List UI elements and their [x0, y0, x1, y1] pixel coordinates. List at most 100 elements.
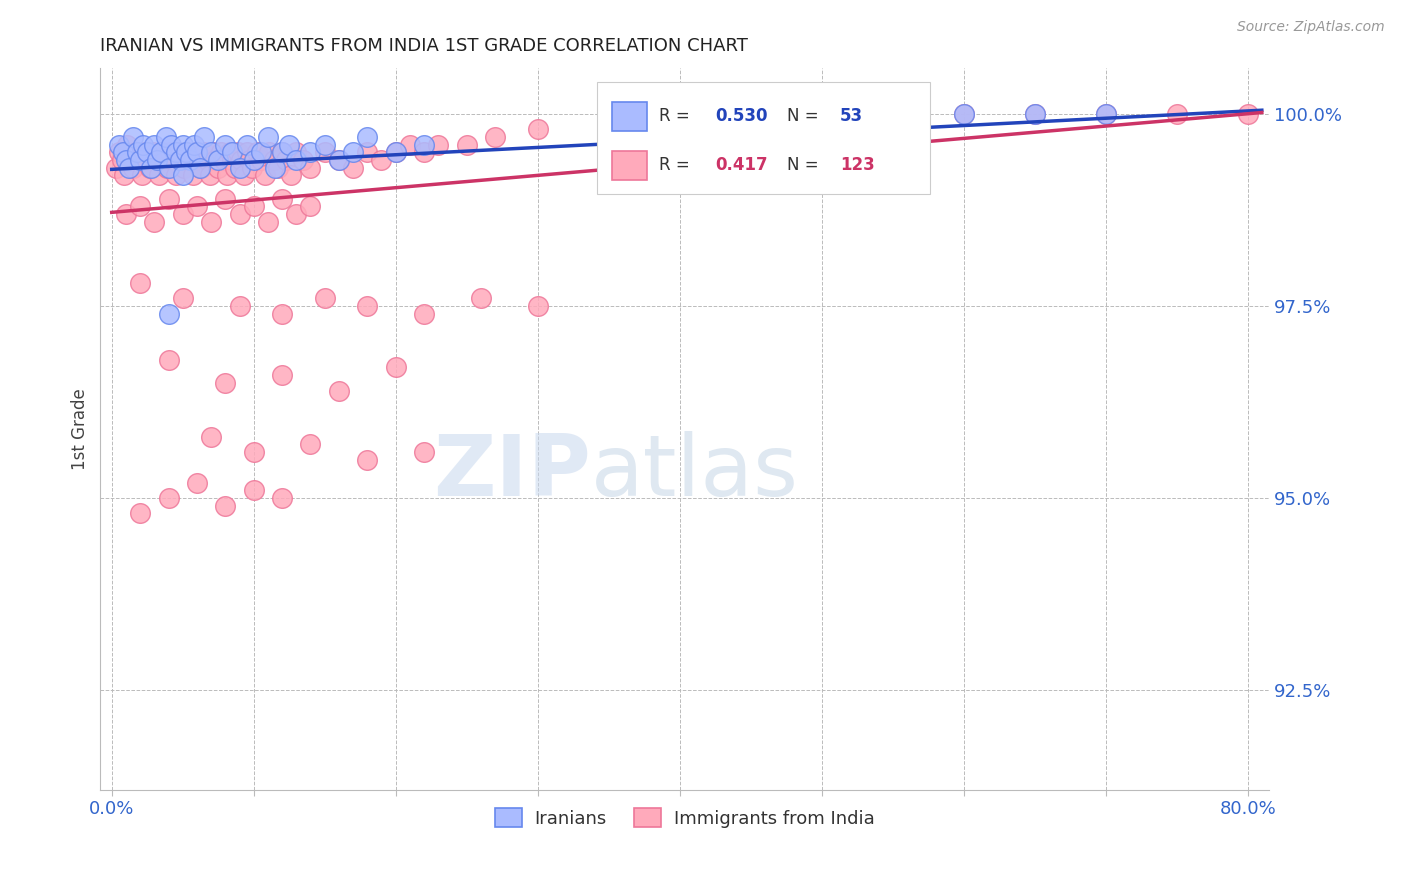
Point [257, 214, 280, 228]
Point [129, 507, 152, 521]
Point [1024, 107, 1046, 121]
Point [186, 199, 208, 213]
Point [111, 153, 134, 168]
Point [1166, 107, 1188, 121]
Point [108, 145, 131, 160]
Point [212, 153, 235, 168]
Point [125, 145, 148, 160]
Point [200, 145, 222, 160]
Point [146, 153, 169, 168]
Point [264, 161, 287, 175]
Legend: Iranians, Immigrants from India: Iranians, Immigrants from India [488, 801, 882, 835]
Point [328, 153, 350, 168]
Point [172, 292, 194, 306]
Point [201, 145, 224, 160]
Point [384, 145, 406, 160]
Point [129, 276, 152, 290]
Point [314, 292, 336, 306]
Point [221, 153, 243, 168]
Text: IRANIAN VS IMMIGRANTS FROM INDIA 1ST GRADE CORRELATION CHART: IRANIAN VS IMMIGRANTS FROM INDIA 1ST GRA… [100, 37, 748, 55]
Point [129, 153, 152, 168]
Point [176, 145, 198, 160]
Point [174, 145, 197, 160]
Point [184, 145, 207, 160]
Point [188, 161, 211, 175]
Point [224, 161, 246, 175]
Point [245, 145, 267, 160]
Point [810, 153, 832, 168]
Point [384, 145, 406, 160]
Point [143, 137, 166, 152]
Point [214, 192, 236, 206]
Point [214, 376, 236, 390]
Point [145, 153, 167, 168]
Point [598, 122, 620, 136]
Point [183, 137, 205, 152]
Point [162, 153, 184, 168]
Point [285, 207, 308, 221]
Point [173, 161, 195, 175]
Point [235, 145, 257, 160]
Point [209, 145, 232, 160]
Point [668, 114, 690, 128]
Point [384, 360, 406, 375]
Point [172, 169, 194, 183]
Point [108, 137, 131, 152]
Point [1094, 107, 1116, 121]
Point [136, 145, 159, 160]
Text: 53: 53 [839, 107, 863, 126]
Point [342, 145, 364, 160]
Point [271, 145, 294, 160]
Point [215, 169, 238, 183]
Point [263, 153, 285, 168]
FancyBboxPatch shape [612, 102, 647, 131]
Point [1024, 107, 1046, 121]
Point [155, 130, 177, 145]
Point [157, 307, 180, 321]
Y-axis label: 1st Grade: 1st Grade [72, 388, 89, 470]
Point [156, 161, 179, 175]
Point [228, 161, 250, 175]
Point [271, 491, 294, 505]
Point [207, 161, 229, 175]
Point [285, 153, 308, 168]
Point [484, 130, 506, 145]
Point [413, 145, 436, 160]
Point [711, 161, 734, 175]
Point [214, 499, 236, 513]
Text: Source: ZipAtlas.com: Source: ZipAtlas.com [1237, 20, 1385, 34]
Point [768, 176, 790, 190]
Point [456, 137, 478, 152]
Point [299, 437, 322, 451]
Point [640, 122, 662, 136]
Point [271, 368, 294, 383]
Point [104, 161, 127, 175]
Point [242, 199, 264, 213]
Point [526, 299, 548, 313]
Point [240, 161, 263, 175]
Point [112, 145, 135, 160]
Point [952, 107, 974, 121]
Point [356, 452, 378, 467]
Point [157, 192, 180, 206]
Point [157, 352, 180, 367]
Text: 123: 123 [839, 156, 875, 175]
Point [165, 169, 187, 183]
Point [526, 122, 548, 136]
Text: ZIP: ZIP [433, 431, 591, 514]
Point [186, 145, 208, 160]
Point [142, 145, 165, 160]
Point [299, 161, 322, 175]
Point [122, 161, 145, 175]
Text: 0.417: 0.417 [716, 156, 768, 175]
Point [157, 491, 180, 505]
Point [181, 169, 204, 183]
Point [214, 137, 236, 152]
Point [427, 137, 450, 152]
Point [169, 153, 191, 168]
Point [200, 214, 222, 228]
Point [143, 214, 166, 228]
Point [413, 445, 436, 459]
Point [314, 145, 336, 160]
Text: N =: N = [787, 107, 824, 126]
